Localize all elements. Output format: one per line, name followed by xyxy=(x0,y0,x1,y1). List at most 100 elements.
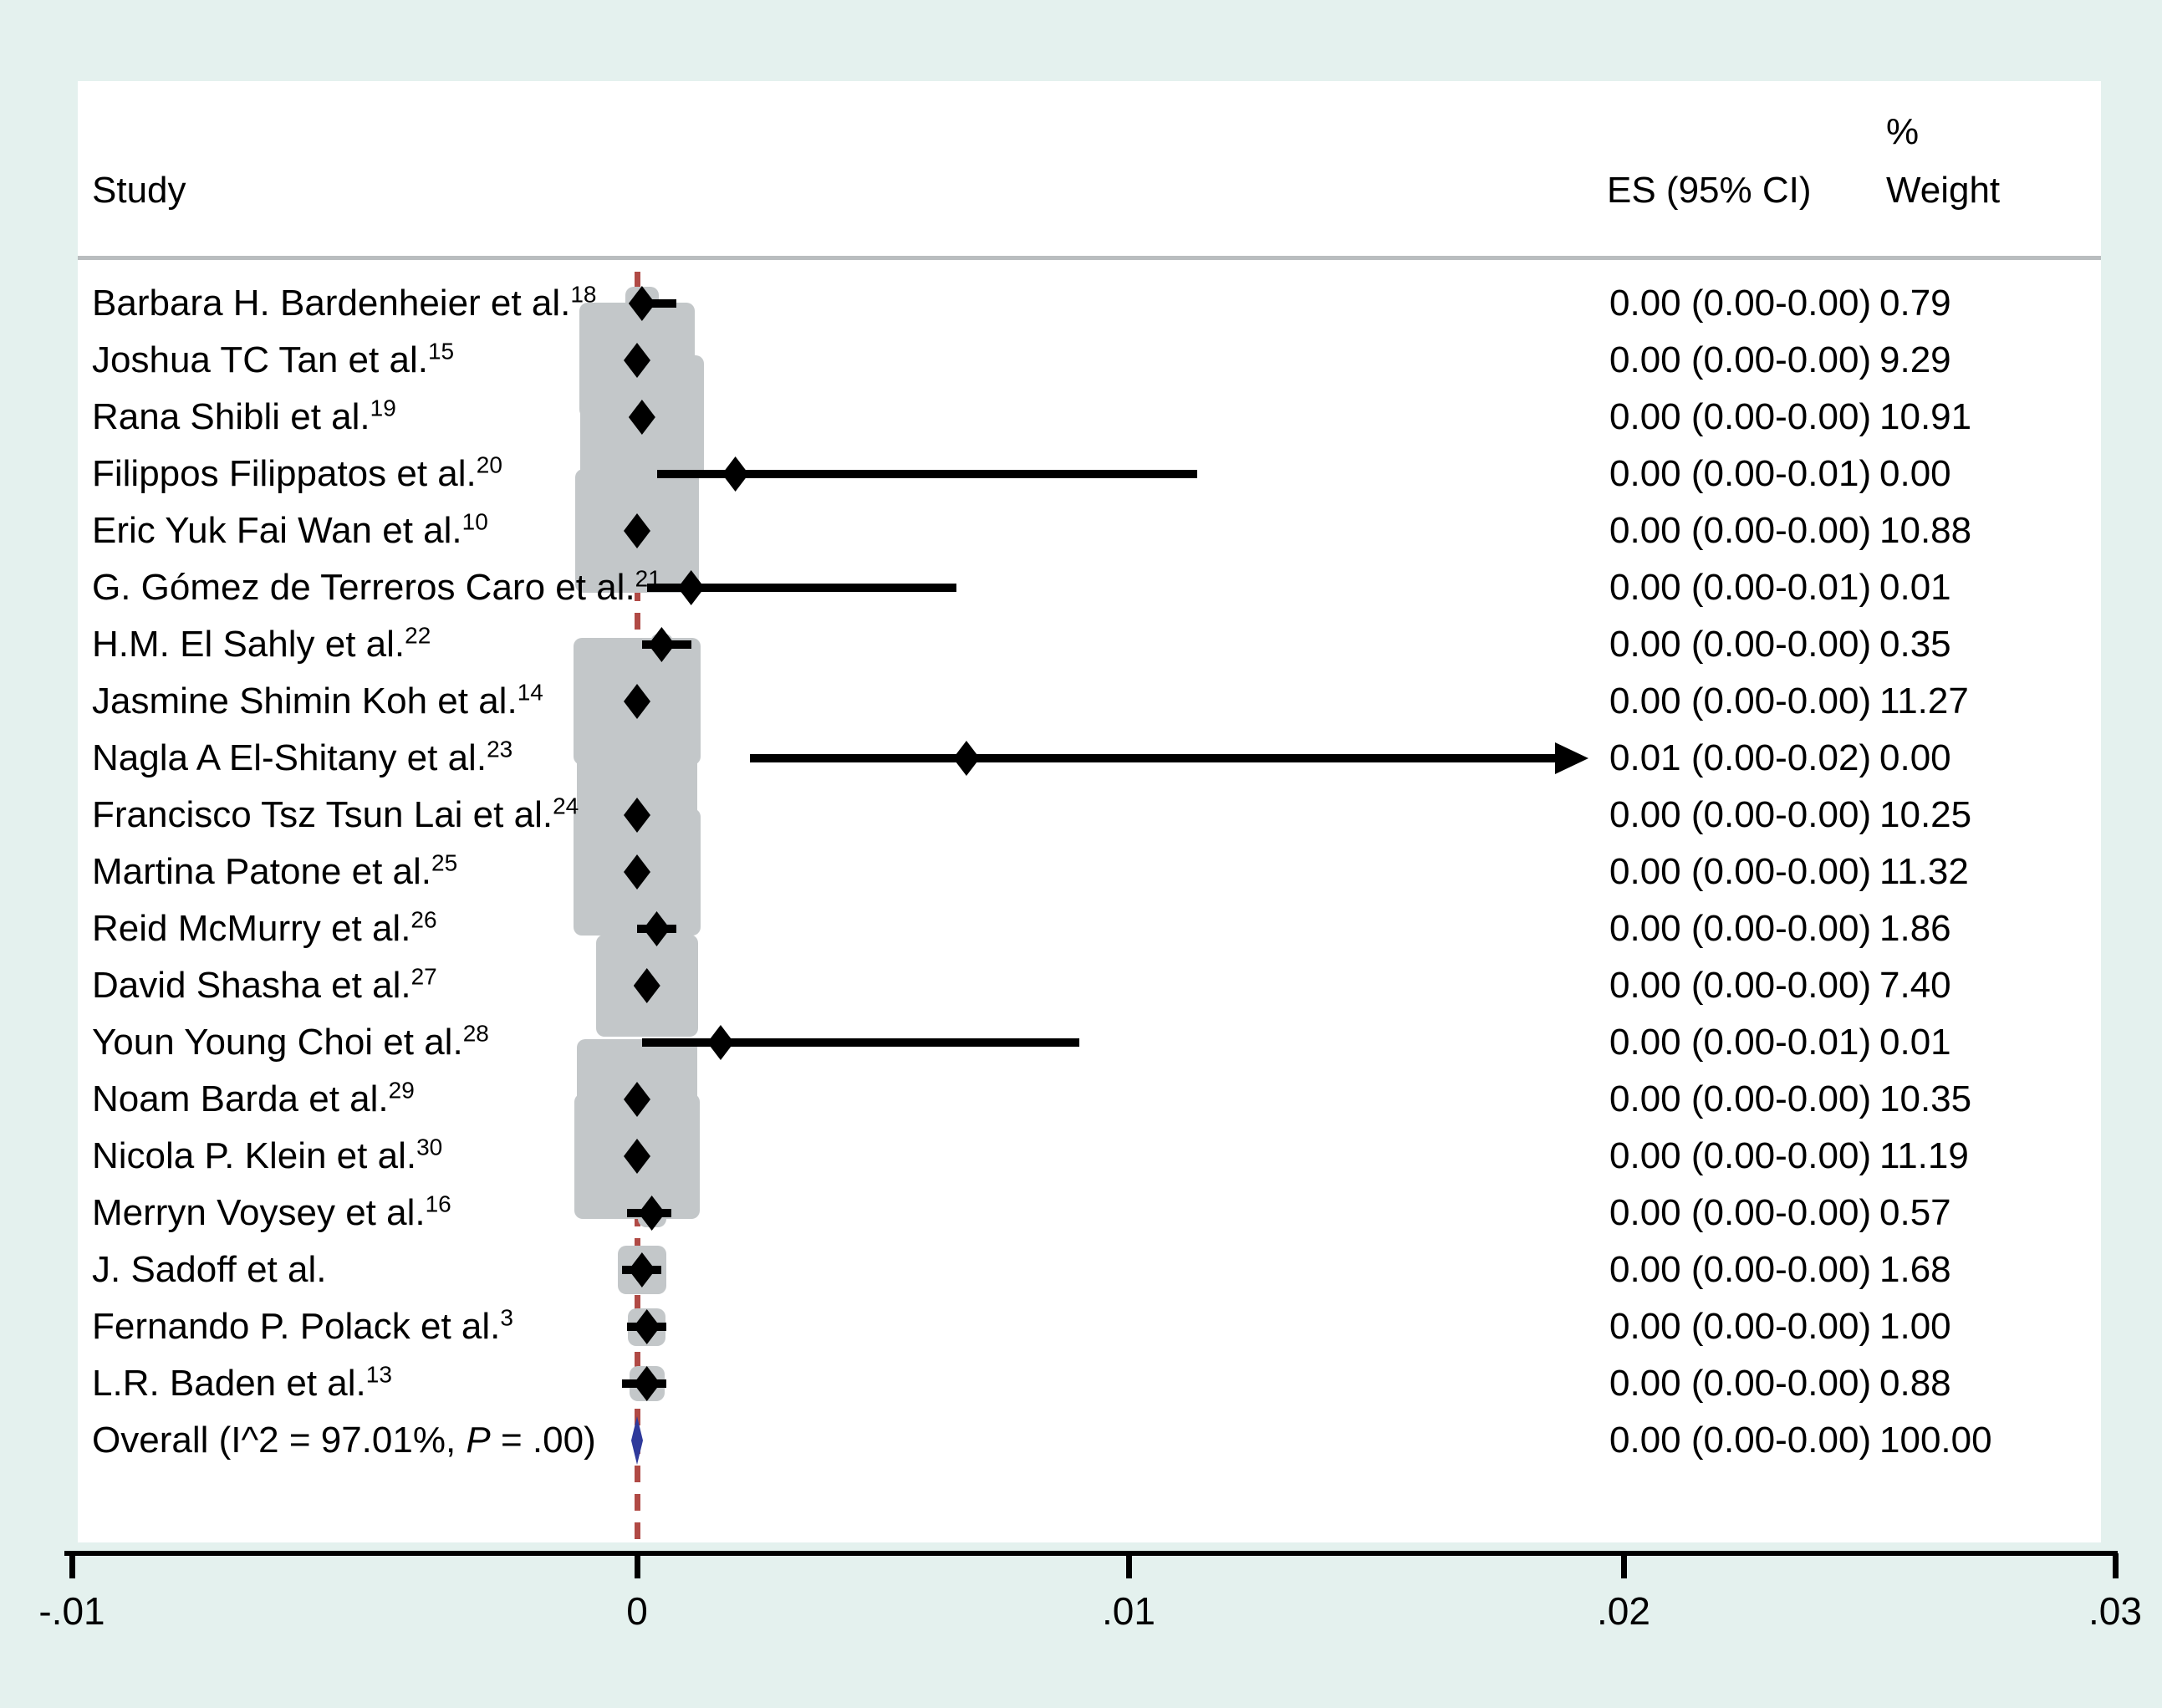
citation-superscript: 20 xyxy=(476,451,502,478)
study-label: Merryn Voysey et al.16 xyxy=(92,1191,451,1233)
citation-superscript: 22 xyxy=(405,622,431,649)
citation-superscript: 15 xyxy=(427,338,455,365)
overall-diamond xyxy=(631,1416,643,1465)
study-label: Nicola P. Klein et al.30 xyxy=(92,1134,443,1176)
study-label: J. Sadoff et al. xyxy=(92,1249,327,1290)
column-header-es: ES (95% CI) xyxy=(1607,170,1812,211)
citation-superscript: 18 xyxy=(570,281,597,308)
citation-superscript: 23 xyxy=(487,736,513,762)
es-value: 0.00 (0.00-0.01) xyxy=(1609,567,1872,608)
es-value: 0.00 (0.00-0.00) xyxy=(1609,1306,1872,1347)
es-value: 0.00 (0.00-0.00) xyxy=(1609,965,1872,1006)
header-separator-line xyxy=(78,256,2101,260)
weight-value: 0.00 xyxy=(1879,737,1951,778)
weight-value: 0.88 xyxy=(1879,1363,1951,1404)
study-label: Eric Yuk Fai Wan et al.10 xyxy=(92,508,488,551)
study-label: Francisco Tsz Tsun Lai et al.24 xyxy=(92,793,579,835)
es-value: 0.00 (0.00-0.00) xyxy=(1609,681,1872,721)
citation-superscript: 30 xyxy=(416,1134,443,1160)
es-value: 0.00 (0.00-0.00) xyxy=(1609,283,1872,324)
es-value: 0.00 (0.00-0.00) xyxy=(1609,1363,1872,1404)
ci-line xyxy=(637,299,677,308)
study-label: Joshua TC Tan et al.15 xyxy=(92,338,455,380)
weight-value: 0.00 xyxy=(1879,453,1951,494)
citation-superscript: 10 xyxy=(461,508,488,535)
es-value: 0.00 (0.00-0.00) xyxy=(1609,396,1872,437)
study-label: Jasmine Shimin Koh et al.14 xyxy=(92,679,543,721)
study-label: L.R. Baden et al.13 xyxy=(92,1361,392,1404)
es-value: 0.00 (0.00-0.00) xyxy=(1609,339,1872,380)
es-value: 0.00 (0.00-0.00) xyxy=(1609,1078,1872,1119)
weight-value: 7.40 xyxy=(1879,965,1951,1006)
ci-line xyxy=(641,1038,1080,1047)
citation-superscript: 29 xyxy=(388,1077,415,1104)
column-header-study: Study xyxy=(92,170,186,211)
plot-panel xyxy=(78,81,2101,1542)
weight-value: 10.88 xyxy=(1879,510,1972,551)
study-label: Reid McMurry et al.26 xyxy=(92,906,437,949)
weight-value: 1.68 xyxy=(1879,1249,1951,1290)
es-value: 0.00 (0.00-0.00) xyxy=(1609,794,1872,835)
study-label: Fernando P. Polack et al.3 xyxy=(92,1304,513,1347)
es-value: 0.00 (0.00-0.00) xyxy=(1609,1249,1872,1290)
column-header-weight: Weight xyxy=(1886,170,2001,211)
column-header-percent: % xyxy=(1886,111,1920,152)
es-value: 0.00 (0.00-0.00) xyxy=(1609,851,1872,892)
x-axis-line xyxy=(64,1551,2118,1556)
weight-value: 11.32 xyxy=(1879,851,1969,892)
study-label: Barbara H. Bardenheier et al.18 xyxy=(92,281,597,324)
citation-superscript: 25 xyxy=(431,849,458,876)
x-axis-tick-label: 0 xyxy=(626,1589,648,1633)
x-axis-tick xyxy=(1126,1553,1132,1578)
es-value: 0.00 (0.00-0.00) xyxy=(1609,1420,1872,1461)
ci-line xyxy=(656,470,1198,478)
ci-line xyxy=(646,584,957,592)
ci-line xyxy=(750,754,1557,762)
citation-superscript: 19 xyxy=(370,395,396,421)
study-label: Martina Patone et al.25 xyxy=(92,849,458,892)
study-label: David Shasha et al.27 xyxy=(92,963,437,1006)
weight-value: 100.00 xyxy=(1879,1420,1992,1461)
es-value: 0.00 (0.00-0.00) xyxy=(1609,624,1872,665)
citation-superscript: 26 xyxy=(410,906,437,933)
x-axis-tick xyxy=(2113,1553,2119,1578)
es-value: 0.00 (0.00-0.00) xyxy=(1609,1192,1872,1233)
weight-value: 0.01 xyxy=(1879,1022,1951,1063)
citation-superscript: 3 xyxy=(500,1304,513,1331)
citation-superscript: 16 xyxy=(425,1191,451,1217)
x-axis-tick xyxy=(69,1553,75,1578)
citation-superscript: 14 xyxy=(517,679,543,706)
es-value: 0.00 (0.00-0.00) xyxy=(1609,1135,1872,1176)
study-label: H.M. El Sahly et al.22 xyxy=(92,622,431,665)
weight-value: 10.25 xyxy=(1879,794,1972,835)
es-value: 0.00 (0.00-0.00) xyxy=(1609,908,1872,949)
weight-value: 11.27 xyxy=(1879,681,1969,721)
citation-superscript: 13 xyxy=(365,1361,392,1388)
study-label: G. Gómez de Terreros Caro et al.21 xyxy=(92,565,661,608)
x-axis-tick-label: .01 xyxy=(1102,1589,1155,1633)
weight-value: 0.79 xyxy=(1879,283,1951,324)
es-value: 0.00 (0.00-0.01) xyxy=(1609,1022,1872,1063)
weight-value: 11.19 xyxy=(1879,1135,1969,1176)
x-axis-tick xyxy=(1621,1553,1627,1578)
study-label: Rana Shibli et al.19 xyxy=(92,395,396,437)
citation-superscript: 27 xyxy=(410,963,437,990)
weight-value: 9.29 xyxy=(1879,339,1951,380)
es-value: 0.00 (0.00-0.01) xyxy=(1609,453,1872,494)
citation-superscript: 28 xyxy=(462,1020,489,1047)
weight-value: 0.35 xyxy=(1879,624,1951,665)
citation-superscript: 21 xyxy=(635,565,661,592)
weight-value: 0.01 xyxy=(1879,567,1951,608)
study-label: Noam Barda et al.29 xyxy=(92,1077,415,1119)
x-axis-tick-label: .02 xyxy=(1597,1589,1650,1633)
weight-value: 1.00 xyxy=(1879,1306,1951,1347)
ci-clipped-arrow-icon xyxy=(1554,742,1588,774)
x-axis-tick-label: .03 xyxy=(2088,1589,2142,1633)
study-label: Filippos Filippatos et al.20 xyxy=(92,451,502,494)
study-label: Youn Young Choi et al.28 xyxy=(92,1020,489,1063)
es-value: 0.01 (0.00-0.02) xyxy=(1609,737,1872,778)
x-axis-tick-label: -.01 xyxy=(38,1589,105,1633)
weight-value: 10.35 xyxy=(1879,1078,1972,1119)
weight-value: 0.57 xyxy=(1879,1192,1951,1233)
